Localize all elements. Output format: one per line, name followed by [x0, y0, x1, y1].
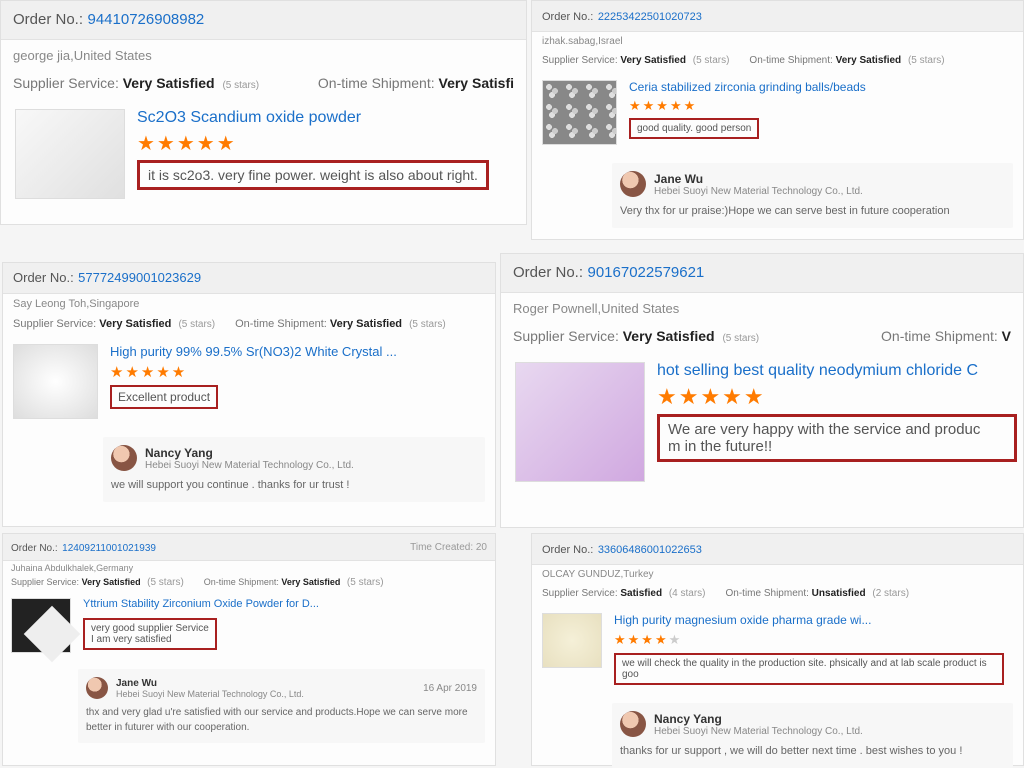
review-card: Order No.: 12409211001021939 Time Create… — [2, 533, 496, 766]
product-row: Yttrium Stability Zirconium Oxide Powder… — [3, 590, 495, 661]
avatar — [620, 711, 646, 737]
product-row: Ceria stabilized zirconia grinding balls… — [532, 70, 1023, 155]
buyer-name: george jia,United States — [1, 40, 526, 71]
rating-row: Supplier Service: Satisfied (4 stars) On… — [532, 584, 1023, 603]
supplier-value: Very Satisfied — [123, 75, 215, 91]
product-title[interactable]: Yttrium Stability Zirconium Oxide Powder… — [83, 598, 487, 610]
star-rating: ★★★★★ — [614, 631, 1013, 649]
star-rating: ★★★★★ — [629, 98, 1013, 114]
order-number[interactable]: 90167022579621 — [587, 264, 704, 281]
product-title[interactable]: High purity 99% 99.5% Sr(NO3)2 White Cry… — [110, 344, 485, 359]
supplier-stars-note: (5 stars) — [222, 80, 259, 91]
review-card: Order No.: 33606486001022653 OLCAY GUNDU… — [531, 533, 1024, 766]
seller-reply: Jane Wu Hebei Suoyi New Material Technol… — [78, 669, 485, 743]
product-thumbnail[interactable] — [11, 598, 71, 653]
star-rating: ★★★★★ — [110, 363, 485, 381]
star-rating: ★★★★★ — [657, 384, 1009, 410]
buyer-name: Juhaina Abdulkhalek,Germany — [3, 561, 495, 575]
product-thumbnail[interactable] — [542, 80, 617, 145]
product-row: hot selling best quality neodymium chlor… — [501, 348, 1023, 496]
time-created: Time Created: 20 — [410, 542, 487, 553]
product-thumbnail[interactable] — [15, 109, 125, 199]
reply-date: 16 Apr 2019 — [423, 683, 477, 694]
review-text: we will check the quality in the product… — [614, 653, 1004, 685]
order-number[interactable]: 94410726908982 — [87, 11, 204, 28]
reply-name: Jane Wu — [654, 172, 863, 186]
buyer-name: izhak.sabag,Israel — [532, 32, 1023, 51]
avatar — [86, 677, 108, 699]
order-number[interactable]: 57772499001023629 — [78, 270, 201, 285]
order-header: Order No.: 12409211001021939 Time Create… — [3, 534, 495, 561]
shipment-value: Very Satisfi — [439, 75, 515, 91]
avatar — [111, 445, 137, 471]
order-header: Order No.: 33606486001022653 — [532, 534, 1023, 565]
review-text: Excellent product — [110, 385, 218, 409]
product-thumbnail[interactable] — [515, 362, 645, 482]
order-header: Order No.: 94410726908982 — [1, 1, 526, 40]
seller-reply: Jane Wu Hebei Suoyi New Material Technol… — [612, 163, 1013, 228]
buyer-name: Say Leong Toh,Singapore — [3, 294, 495, 314]
seller-reply: Nancy Yang Hebei Suoyi New Material Tech… — [103, 437, 485, 502]
order-label: Order No.: — [542, 11, 593, 23]
product-row: High purity magnesium oxide pharma grade… — [532, 603, 1023, 695]
star-rating: ★★★★★ — [137, 131, 512, 156]
rating-row: Supplier Service: Very Satisfied (5 star… — [532, 51, 1023, 70]
product-title[interactable]: Sc2O3 Scandium oxide powder — [137, 109, 512, 127]
product-title[interactable]: hot selling best quality neodymium chlor… — [657, 362, 1009, 380]
rating-row: Supplier Service: Very Satisfied (5 star… — [3, 575, 495, 590]
reply-company: Hebei Suoyi New Material Technology Co.,… — [654, 186, 863, 197]
product-row: Sc2O3 Scandium oxide powder ★★★★★ it is … — [1, 95, 526, 213]
rating-row: Supplier Service: Very Satisfied (5 star… — [1, 71, 526, 95]
review-text: We are very happy with the service and p… — [657, 414, 1017, 462]
review-card: Order No.: 22253422501020723 izhak.sabag… — [531, 0, 1024, 240]
shipment-label: On-time Shipment: — [318, 75, 435, 91]
product-title[interactable]: High purity magnesium oxide pharma grade… — [614, 613, 1013, 627]
review-text: good quality. good person — [629, 118, 759, 139]
order-number[interactable]: 33606486001022653 — [598, 544, 702, 556]
product-row: High purity 99% 99.5% Sr(NO3)2 White Cry… — [3, 334, 495, 429]
order-number[interactable]: 12409211001021939 — [62, 543, 156, 554]
order-header: Order No.: 57772499001023629 — [3, 263, 495, 294]
product-thumbnail[interactable] — [542, 613, 602, 668]
seller-reply: Nancy Yang Hebei Suoyi New Material Tech… — [612, 703, 1013, 768]
order-label: Order No.: — [13, 11, 83, 28]
order-number[interactable]: 22253422501020723 — [598, 11, 702, 23]
rating-row: Supplier Service: Very Satisfied (5 star… — [501, 324, 1023, 348]
review-card: Order No.: 94410726908982 george jia,Uni… — [0, 0, 527, 225]
buyer-name: OLCAY GUNDUZ,Turkey — [532, 565, 1023, 584]
avatar — [620, 171, 646, 197]
order-header: Order No.: 22253422501020723 — [532, 1, 1023, 32]
product-thumbnail[interactable] — [13, 344, 98, 419]
review-card: Order No.: 57772499001023629 Say Leong T… — [2, 262, 496, 527]
review-card: Order No.: 90167022579621 Roger Pownell,… — [500, 253, 1024, 528]
review-text: it is sc2o3. very fine power. weight is … — [137, 160, 489, 190]
rating-row: Supplier Service: Very Satisfied (5 star… — [3, 314, 495, 334]
supplier-label: Supplier Service: — [13, 75, 119, 91]
review-text: very good supplier Service I am very sat… — [83, 618, 217, 650]
product-title[interactable]: Ceria stabilized zirconia grinding balls… — [629, 80, 1013, 94]
order-header: Order No.: 90167022579621 — [501, 254, 1023, 293]
buyer-name: Roger Pownell,United States — [501, 293, 1023, 324]
reply-body: Very thx for ur praise:)Hope we can serv… — [620, 203, 1005, 220]
